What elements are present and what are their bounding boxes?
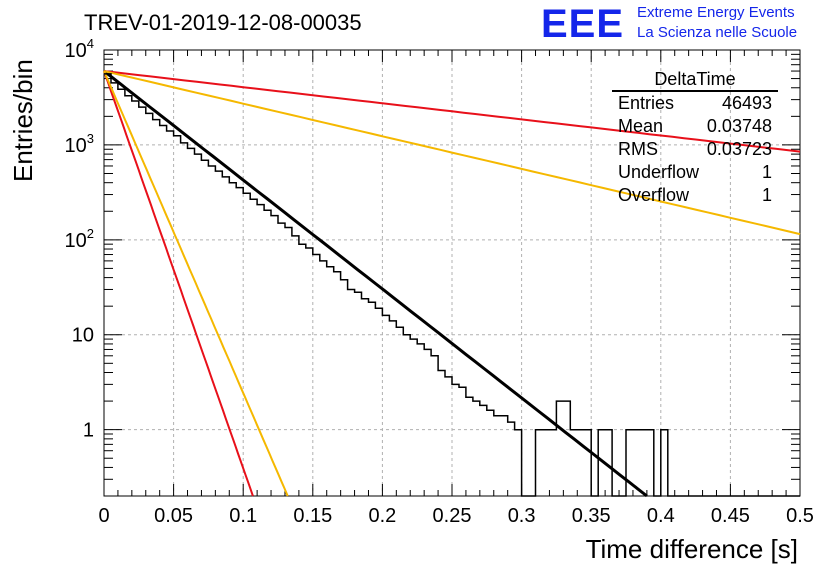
stats-row: Entries 46493 [612, 92, 778, 115]
stats-label: RMS [618, 139, 658, 159]
histogram [104, 73, 800, 497]
stats-value: 1 [761, 185, 772, 205]
stats-label: Overflow [618, 185, 690, 205]
x-tick-label: 0.45 [711, 505, 750, 527]
reference-line [103, 70, 801, 153]
reference-line [103, 70, 254, 497]
x-tick-label: 0.15 [293, 505, 332, 527]
x-tick-label: 0.2 [368, 505, 396, 527]
eee-logo: EEE [541, 2, 625, 46]
stats-label: Entries [618, 93, 675, 113]
x-tick-label: 0.5 [786, 505, 814, 527]
y-axis-label-box: Entries/bin [8, 59, 48, 182]
x-axis-label: Time difference [s] [585, 534, 798, 564]
stats-value: 0.03748 [706, 116, 772, 136]
run-title: TREV-01-2019-12-08-00035 [84, 10, 362, 35]
x-tick-label: 0.35 [572, 505, 611, 527]
stats-label: Mean [618, 116, 664, 136]
stats-label: Underflow [618, 162, 700, 182]
stats-value: 1 [761, 162, 772, 182]
stats-value: 0.03723 [706, 139, 772, 159]
logo-subtitle-2: La Scienza nelle Scuole [637, 24, 798, 41]
stats-row: Underflow 1 [612, 161, 778, 184]
y-axis-label: Entries/bin [8, 59, 38, 182]
stats-row: Mean 0.03748 [612, 115, 778, 138]
stats-row: Overflow 1 [612, 184, 778, 207]
reference-line [103, 70, 801, 236]
stats-value: 46493 [721, 93, 772, 113]
x-tick-label: 0.1 [229, 505, 257, 527]
y-tick-label: 1 [83, 420, 94, 442]
y-tick-label: 104 [65, 36, 94, 62]
stats-row: RMS 0.03723 [612, 138, 778, 161]
y-tick-label: 10 [72, 325, 94, 347]
y-tick-label: 102 [65, 226, 94, 252]
x-tick-label: 0.05 [154, 505, 193, 527]
x-tick-label: 0.4 [647, 505, 675, 527]
logo-subtitle-1: Extreme Energy Events [637, 4, 795, 21]
stats-box: DeltaTime Entries 46493 Mean 0.03748 RMS… [612, 68, 778, 207]
reference-line [103, 70, 289, 497]
stats-title: DeltaTime [612, 68, 778, 92]
x-tick-label: 0 [98, 505, 109, 527]
x-tick-label: 0.3 [508, 505, 536, 527]
y-tick-label: 103 [65, 131, 94, 157]
x-tick-label: 0.25 [433, 505, 472, 527]
